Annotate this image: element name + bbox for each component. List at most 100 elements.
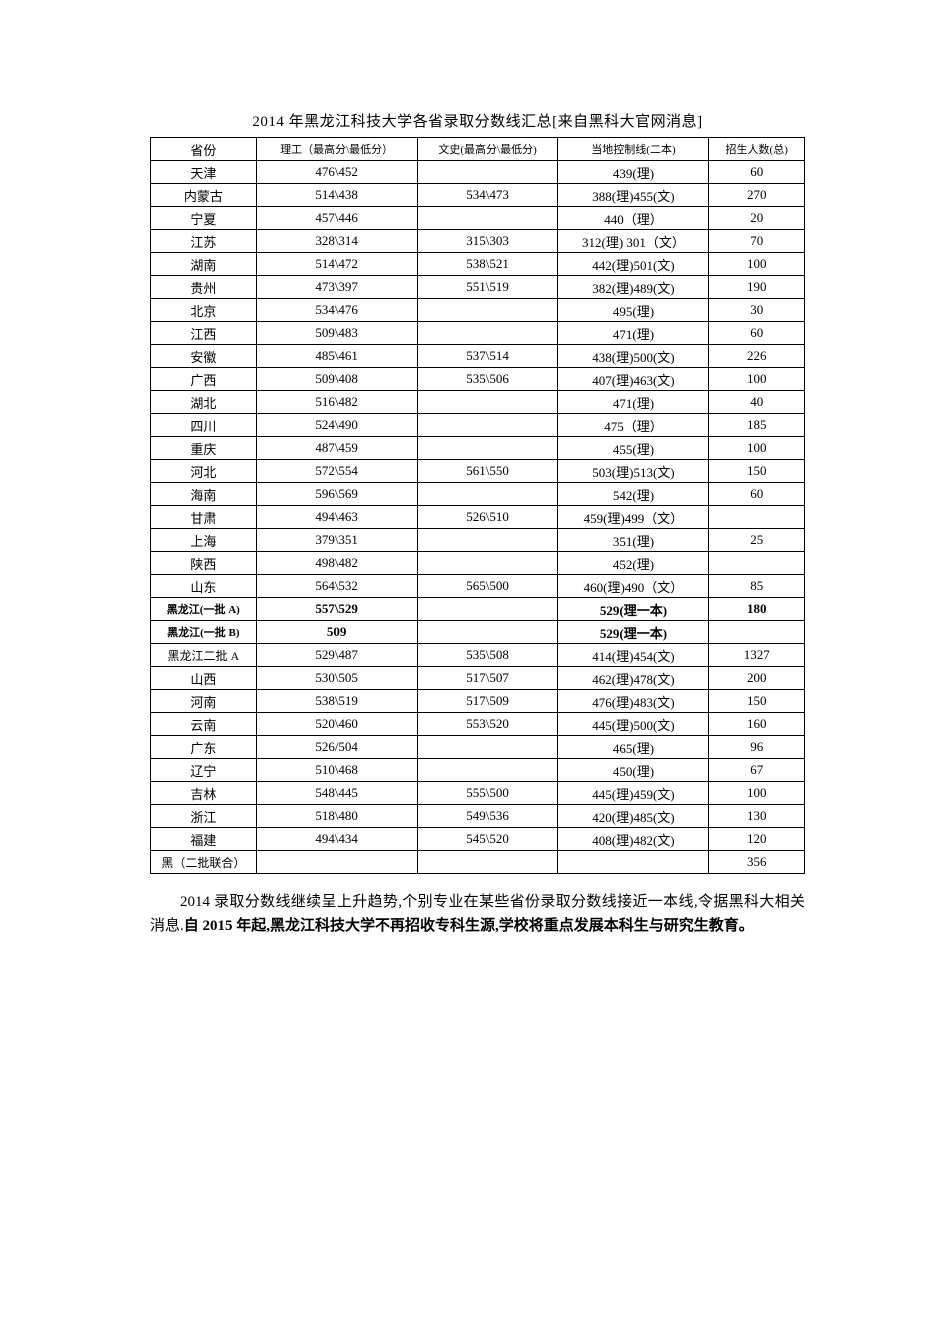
cell: 530\505: [256, 667, 417, 690]
cell: 100: [709, 253, 805, 276]
cell: 内蒙古: [151, 184, 257, 207]
cell: 450(理): [558, 759, 709, 782]
cell: 545\520: [417, 828, 558, 851]
col-header-1: 理工（最高分\最低分）: [256, 138, 417, 161]
table-row: 重庆487\459455(理)100: [151, 437, 805, 460]
cell: 564\532: [256, 575, 417, 598]
cell: 572\554: [256, 460, 417, 483]
cell: 514\438: [256, 184, 417, 207]
table-row: 广西509\408535\506407(理)463(文)100: [151, 368, 805, 391]
cell: 海南: [151, 483, 257, 506]
cell: 85: [709, 575, 805, 598]
table-row: 黑龙江(一批 B)509529(理一本): [151, 621, 805, 644]
cell: 503(理)513(文): [558, 460, 709, 483]
cell: 379\351: [256, 529, 417, 552]
cell: [709, 621, 805, 644]
table-row: 上海379\351351(理)25: [151, 529, 805, 552]
table-row: 北京534\476495(理)30: [151, 299, 805, 322]
cell: [709, 552, 805, 575]
table-row: 甘肃494\463526\510459(理)499（文）: [151, 506, 805, 529]
table-row: 宁夏457\446440（理）20: [151, 207, 805, 230]
cell: [417, 207, 558, 230]
cell: 40: [709, 391, 805, 414]
cell: 96: [709, 736, 805, 759]
cell: 538\519: [256, 690, 417, 713]
cell: 福建: [151, 828, 257, 851]
cell: 596\569: [256, 483, 417, 506]
cell: 407(理)463(文): [558, 368, 709, 391]
cell: 陕西: [151, 552, 257, 575]
cell: 100: [709, 437, 805, 460]
col-header-3: 当地控制线(二本): [558, 138, 709, 161]
cell: 526/504: [256, 736, 417, 759]
cell: 538\521: [417, 253, 558, 276]
footer-paragraph: 2014 录取分数线继续呈上升趋势,个别专业在某些省份录取分数线接近一本线,令据…: [150, 890, 805, 938]
cell: 534\476: [256, 299, 417, 322]
cell: 455(理): [558, 437, 709, 460]
cell: 487\459: [256, 437, 417, 460]
cell: 100: [709, 782, 805, 805]
cell: 312(理) 301（文）: [558, 230, 709, 253]
cell: 510\468: [256, 759, 417, 782]
cell: 438(理)500(文): [558, 345, 709, 368]
cell: 535\506: [417, 368, 558, 391]
cell: [417, 391, 558, 414]
cell: 30: [709, 299, 805, 322]
cell: 60: [709, 483, 805, 506]
col-header-4: 招生人数(总): [709, 138, 805, 161]
cell: 河南: [151, 690, 257, 713]
cell: 贵州: [151, 276, 257, 299]
cell: 471(理): [558, 322, 709, 345]
table-row: 四川524\490475（理）185: [151, 414, 805, 437]
cell: 565\500: [417, 575, 558, 598]
document-title: 2014 年黑龙江科技大学各省录取分数线汇总[来自黑科大官网消息]: [150, 110, 805, 131]
cell: 408(理)482(文): [558, 828, 709, 851]
cell: [558, 851, 709, 874]
cell: [709, 506, 805, 529]
cell: [417, 161, 558, 184]
table-row: 福建494\434545\520408(理)482(文)120: [151, 828, 805, 851]
cell: 河北: [151, 460, 257, 483]
cell: [417, 851, 558, 874]
header-row: 省份理工（最高分\最低分）文史(最高分\最低分)当地控制线(二本)招生人数(总): [151, 138, 805, 161]
cell: 天津: [151, 161, 257, 184]
cell: 25: [709, 529, 805, 552]
cell: 100: [709, 368, 805, 391]
cell: 457\446: [256, 207, 417, 230]
cell: 526\510: [417, 506, 558, 529]
cell: 382(理)489(文): [558, 276, 709, 299]
cell: 529\487: [256, 644, 417, 667]
cell: 465(理): [558, 736, 709, 759]
cell: 471(理): [558, 391, 709, 414]
cell: 160: [709, 713, 805, 736]
cell: 542(理): [558, 483, 709, 506]
cell: 452(理): [558, 552, 709, 575]
table-row: 湖南514\472538\521442(理)501(文)100: [151, 253, 805, 276]
cell: 270: [709, 184, 805, 207]
cell: 北京: [151, 299, 257, 322]
table-body: 天津476\452439(理)60内蒙古514\438534\473388(理)…: [151, 161, 805, 874]
cell: [417, 736, 558, 759]
cell: 甘肃: [151, 506, 257, 529]
cell: [417, 529, 558, 552]
cell: 130: [709, 805, 805, 828]
cell: 安徽: [151, 345, 257, 368]
table-row: 湖北516\482471(理)40: [151, 391, 805, 414]
cell: 1327: [709, 644, 805, 667]
cell: 551\519: [417, 276, 558, 299]
cell: 356: [709, 851, 805, 874]
table-row: 吉林548\445555\500445(理)459(文)100: [151, 782, 805, 805]
footer-bold: 自 2015 年起,黑龙江科技大学不再招收专科生源,学校将重点发展本科生与研究生…: [184, 918, 754, 934]
cell: 315\303: [417, 230, 558, 253]
cell: 529(理一本): [558, 598, 709, 621]
cell: [417, 552, 558, 575]
cell: 475（理）: [558, 414, 709, 437]
cell: 江西: [151, 322, 257, 345]
cell: 宁夏: [151, 207, 257, 230]
cell: 351(理): [558, 529, 709, 552]
cell: 462(理)478(文): [558, 667, 709, 690]
cell: 180: [709, 598, 805, 621]
table-row: 山西530\505517\507462(理)478(文)200: [151, 667, 805, 690]
table-row: 辽宁510\468450(理)67: [151, 759, 805, 782]
cell: 湖北: [151, 391, 257, 414]
